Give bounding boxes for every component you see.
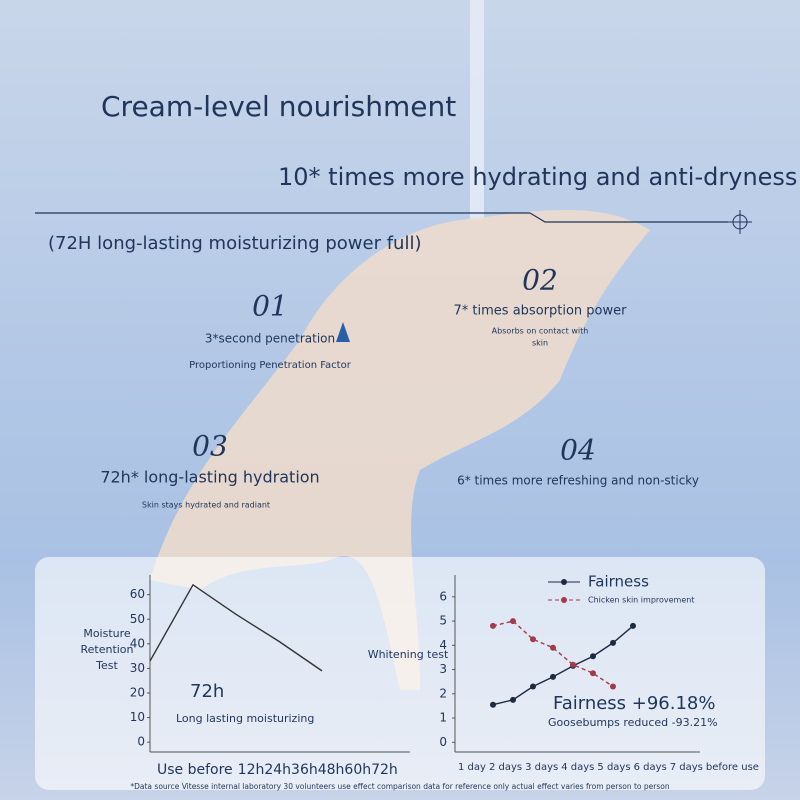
y-tick-label: 0 [439,735,447,749]
cream-stream [470,0,484,220]
x-tick-label: 7 days [670,762,703,773]
x-tick-label: 72h [371,762,398,778]
title: Cream-level nourishment [101,90,456,123]
x-tick-label: 48h [318,762,345,778]
x-tick-label: 12h [238,762,265,778]
feature-title: 6* times more refreshing and non-sticky [457,474,699,488]
annotation: Goosebumps reduced -93.21% [548,716,718,729]
feature-title: 3*second penetration [205,332,335,346]
note: (72H long-lasting moisturizing power ful… [48,233,421,254]
y-tick-label: 2 [439,686,447,700]
annotation: Fairness +96.18% [553,693,716,714]
data-point [550,644,556,651]
y-tick-label: 30 [130,661,145,675]
feature-desc: Absorbs on contact with [492,327,589,336]
legend-marker [561,579,567,585]
x-tick-label: 3 days [525,762,558,773]
data-point [530,636,536,643]
y-tick-label: 4 [439,638,447,652]
legend-label: Fairness [588,573,649,591]
x-tick-label: 60h [344,762,371,778]
y-axis-label: Moisture Retention Test [80,627,133,672]
data-point [570,661,576,668]
y-tick-label: 50 [130,612,145,626]
subtitle: 10* times more hydrating and anti-drynes… [278,163,797,191]
x-tick-label: Use before [157,762,233,778]
feature-title: 72h* long-lasting hydration [100,468,319,487]
y-tick-label: 0 [137,735,145,749]
data-point [550,673,556,680]
legend-marker [561,597,567,603]
y-tick-label: 1 [439,711,447,725]
data-point [590,653,596,660]
x-tick-label: 36h [291,762,318,778]
x-labels: Use before 12h24h36h48h60h72h [157,762,398,778]
x-tick-label: 5 days [597,762,630,773]
feature-number: 04 [560,434,596,467]
data-point [510,696,516,703]
y-tick-label: 10 [130,710,145,724]
y-tick-label: 3 [439,662,447,676]
data-point [490,622,496,629]
data-point [530,683,536,690]
x-tick-label: before use [706,762,759,773]
feature-number: 02 [522,264,558,297]
x-tick-label: 6 days [634,762,667,773]
legend-label: Chicken skin improvement [588,596,694,605]
x-tick-label: 1 day [458,762,486,773]
data-point [510,618,516,625]
data-point [590,670,596,677]
annotation: 72h [190,681,224,702]
feature-desc: Skin stays hydrated and radiant [142,501,270,510]
feature-desc: skin [532,339,548,348]
series-line [149,583,323,672]
y-tick-label: 6 [439,589,447,603]
chart-panel [35,557,765,790]
data-point [630,622,636,629]
divider [529,212,728,223]
y-axis-label-line: Retention [80,643,133,656]
x-tick-label: 4 days [561,762,594,773]
y-axis-label-line: Moisture [83,627,131,640]
data-point [610,683,616,690]
annotation: Long lasting moisturizing [176,712,314,725]
footnote: *Data source Vitesse internal laboratory… [130,782,669,791]
x-labels: 1 day 2 days 3 days 4 days 5 days 6 days 7 day… [458,762,759,773]
feature-number: 03 [192,430,228,463]
series-line [492,625,634,706]
arrow-icon [336,322,350,342]
y-axis-label-line: Test [95,659,118,672]
y-tick-label: 5 [439,614,447,628]
data-point [610,639,616,646]
feature-desc: Proportioning Penetration Factor [189,360,352,371]
hand [150,210,650,690]
y-tick-label: 60 [130,587,145,601]
feature-number: 01 [252,290,288,323]
feature-title: 7* times absorption power [454,304,628,319]
y-tick-label: 40 [130,636,145,650]
y-tick-label: 20 [130,686,145,700]
x-tick-label: 2 days [489,762,522,773]
x-tick-label: 24h [264,762,291,778]
data-point [490,701,496,708]
y-axis-label: Whitening test [368,648,449,661]
